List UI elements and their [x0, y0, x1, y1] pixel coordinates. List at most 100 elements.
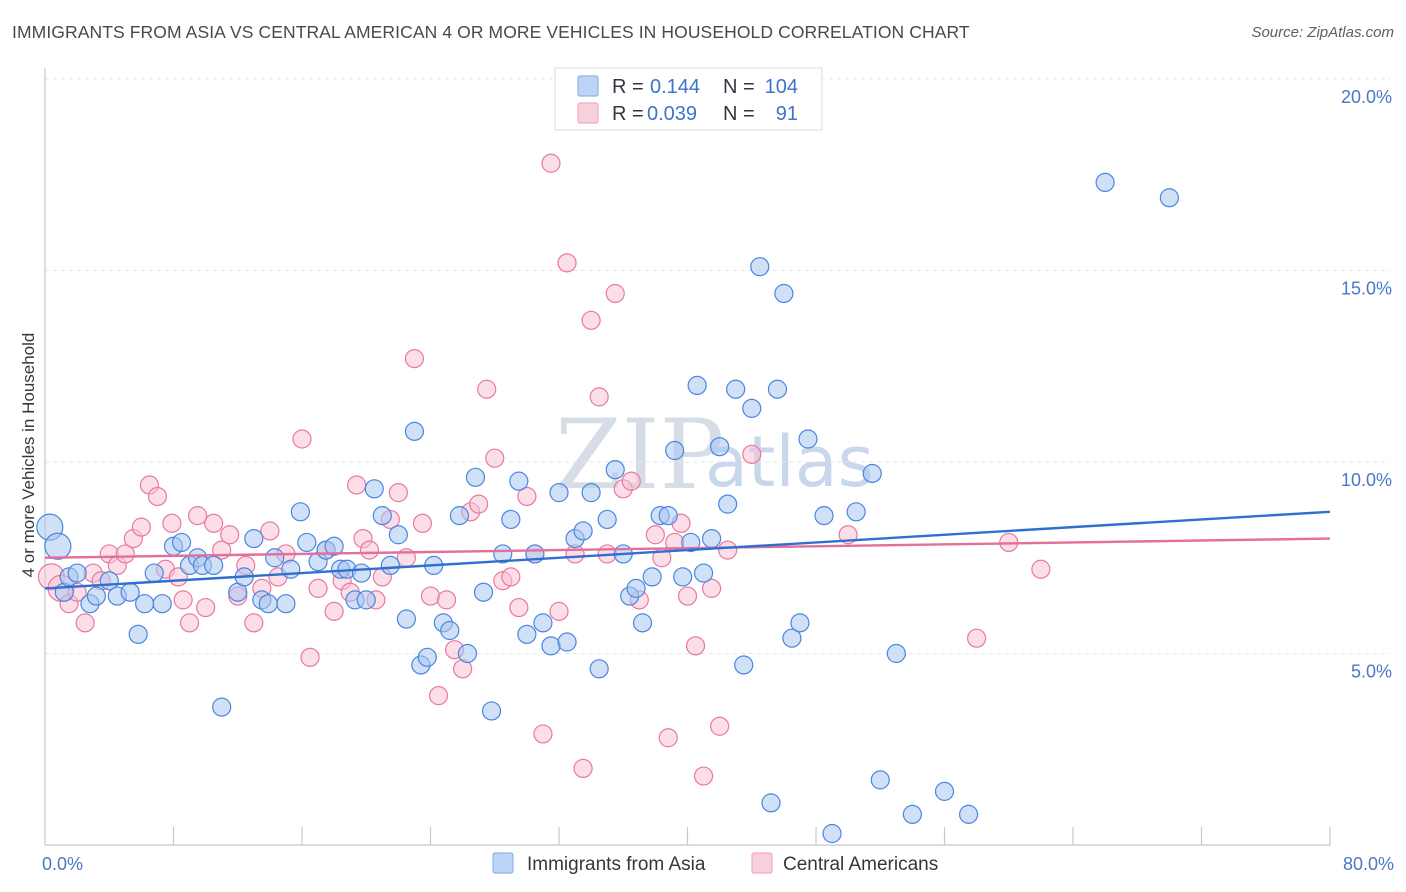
asia-point — [457, 643, 478, 664]
series-central-americans — [37, 153, 1051, 786]
asia-point — [573, 521, 593, 541]
asia-point — [870, 770, 890, 790]
central-americans-point — [308, 578, 328, 598]
asia-point — [509, 471, 529, 491]
asia-point — [710, 437, 730, 457]
asia-point — [902, 804, 922, 824]
central-americans-point — [710, 716, 730, 736]
watermark-zip: ZIP — [555, 399, 724, 511]
asia-point — [822, 823, 842, 844]
central-americans-point — [244, 613, 264, 633]
asia-point — [204, 555, 224, 576]
central-americans-point — [469, 494, 489, 514]
trend-line-asia — [44, 510, 1331, 590]
bottom-legend-label-asia: Immigrants from Asia — [527, 854, 706, 875]
central-americans-point — [1031, 559, 1051, 579]
central-americans-point — [428, 686, 449, 706]
central-americans-point — [292, 429, 312, 449]
asia-point — [886, 643, 906, 664]
asia-point — [465, 467, 486, 487]
central-americans-point — [300, 647, 320, 667]
central-americans-point — [404, 348, 425, 369]
legend-r-label-asia: R = — [612, 76, 644, 98]
asia-point — [388, 525, 408, 545]
central-americans-point — [359, 540, 380, 560]
asia-point — [626, 578, 646, 598]
central-americans-point — [658, 728, 678, 748]
asia-point — [605, 460, 625, 480]
asia-point — [665, 440, 685, 461]
asia-point — [687, 375, 707, 395]
asia-point — [297, 532, 317, 553]
bottom-legend-label-central: Central Americans — [783, 854, 938, 875]
asia-point — [120, 582, 140, 602]
asia-point — [862, 463, 882, 484]
asia-point — [134, 594, 155, 614]
asia-point — [693, 563, 714, 583]
asia-point — [404, 421, 425, 441]
legend-swatch-central — [577, 102, 599, 124]
asia-point — [761, 793, 781, 813]
asia-point — [734, 655, 754, 675]
asia-point — [549, 483, 569, 503]
central-americans-point — [573, 758, 593, 779]
central-americans-point — [147, 486, 168, 507]
asia-point — [1095, 172, 1115, 193]
legend-r-value-central: 0.039 — [647, 103, 697, 125]
central-americans-point — [187, 506, 208, 526]
asia-point — [171, 532, 192, 553]
central-americans-point — [477, 379, 497, 399]
asia-point — [658, 506, 678, 526]
asia-point — [86, 586, 107, 606]
asia-point — [589, 659, 609, 679]
central-americans-point — [685, 636, 706, 656]
central-americans-point — [324, 601, 344, 621]
central-americans-point — [967, 628, 987, 648]
asia-point — [417, 647, 437, 667]
asia-point — [726, 379, 746, 399]
asia-point — [557, 632, 577, 652]
asia-point — [718, 494, 738, 514]
central-americans-point — [605, 283, 625, 304]
central-americans-point — [420, 586, 441, 606]
x-tick-label-min: 0.0% — [42, 854, 83, 874]
central-americans-point — [677, 586, 698, 606]
central-americans-point — [347, 475, 367, 495]
y-tick-label: 20.0% — [1341, 87, 1392, 107]
central-americans-point — [75, 613, 95, 633]
asia-point — [493, 544, 513, 564]
asia-point — [144, 563, 164, 583]
bottom-legend: Immigrants from Asia Central Americans — [492, 852, 938, 875]
asia-point — [597, 509, 617, 530]
central-americans-point — [589, 387, 609, 407]
asia-point — [533, 613, 553, 633]
asia-point — [212, 697, 232, 717]
chart-title: IMMIGRANTS FROM ASIA VS CENTRAL AMERICAN… — [12, 22, 970, 42]
asia-point — [351, 563, 372, 583]
asia-point — [152, 594, 172, 614]
trend-lines — [44, 510, 1331, 590]
asia-point — [798, 429, 818, 449]
central-americans-point — [621, 471, 641, 491]
central-americans-point — [115, 544, 135, 564]
watermark: ZIP atlas — [555, 399, 874, 511]
central-americans-point — [517, 486, 537, 507]
central-americans-point — [436, 590, 457, 610]
central-americans-point — [179, 613, 200, 633]
central-americans-point — [742, 444, 762, 464]
asia-point — [258, 594, 278, 614]
y-tick-labels: 5.0% 10.0% 15.0% 20.0% — [1341, 87, 1392, 682]
asia-point — [632, 613, 653, 633]
asia-point — [1159, 188, 1179, 208]
asia-point — [774, 283, 794, 304]
asia-point — [44, 532, 72, 560]
asia-point — [449, 506, 470, 526]
asia-point — [281, 559, 301, 579]
central-americans-point — [388, 483, 408, 503]
asia-point — [673, 567, 693, 587]
asia-point — [396, 609, 417, 629]
legend-r-label-central: R = — [612, 103, 644, 125]
asia-point — [782, 628, 802, 648]
central-americans-point — [412, 513, 433, 533]
